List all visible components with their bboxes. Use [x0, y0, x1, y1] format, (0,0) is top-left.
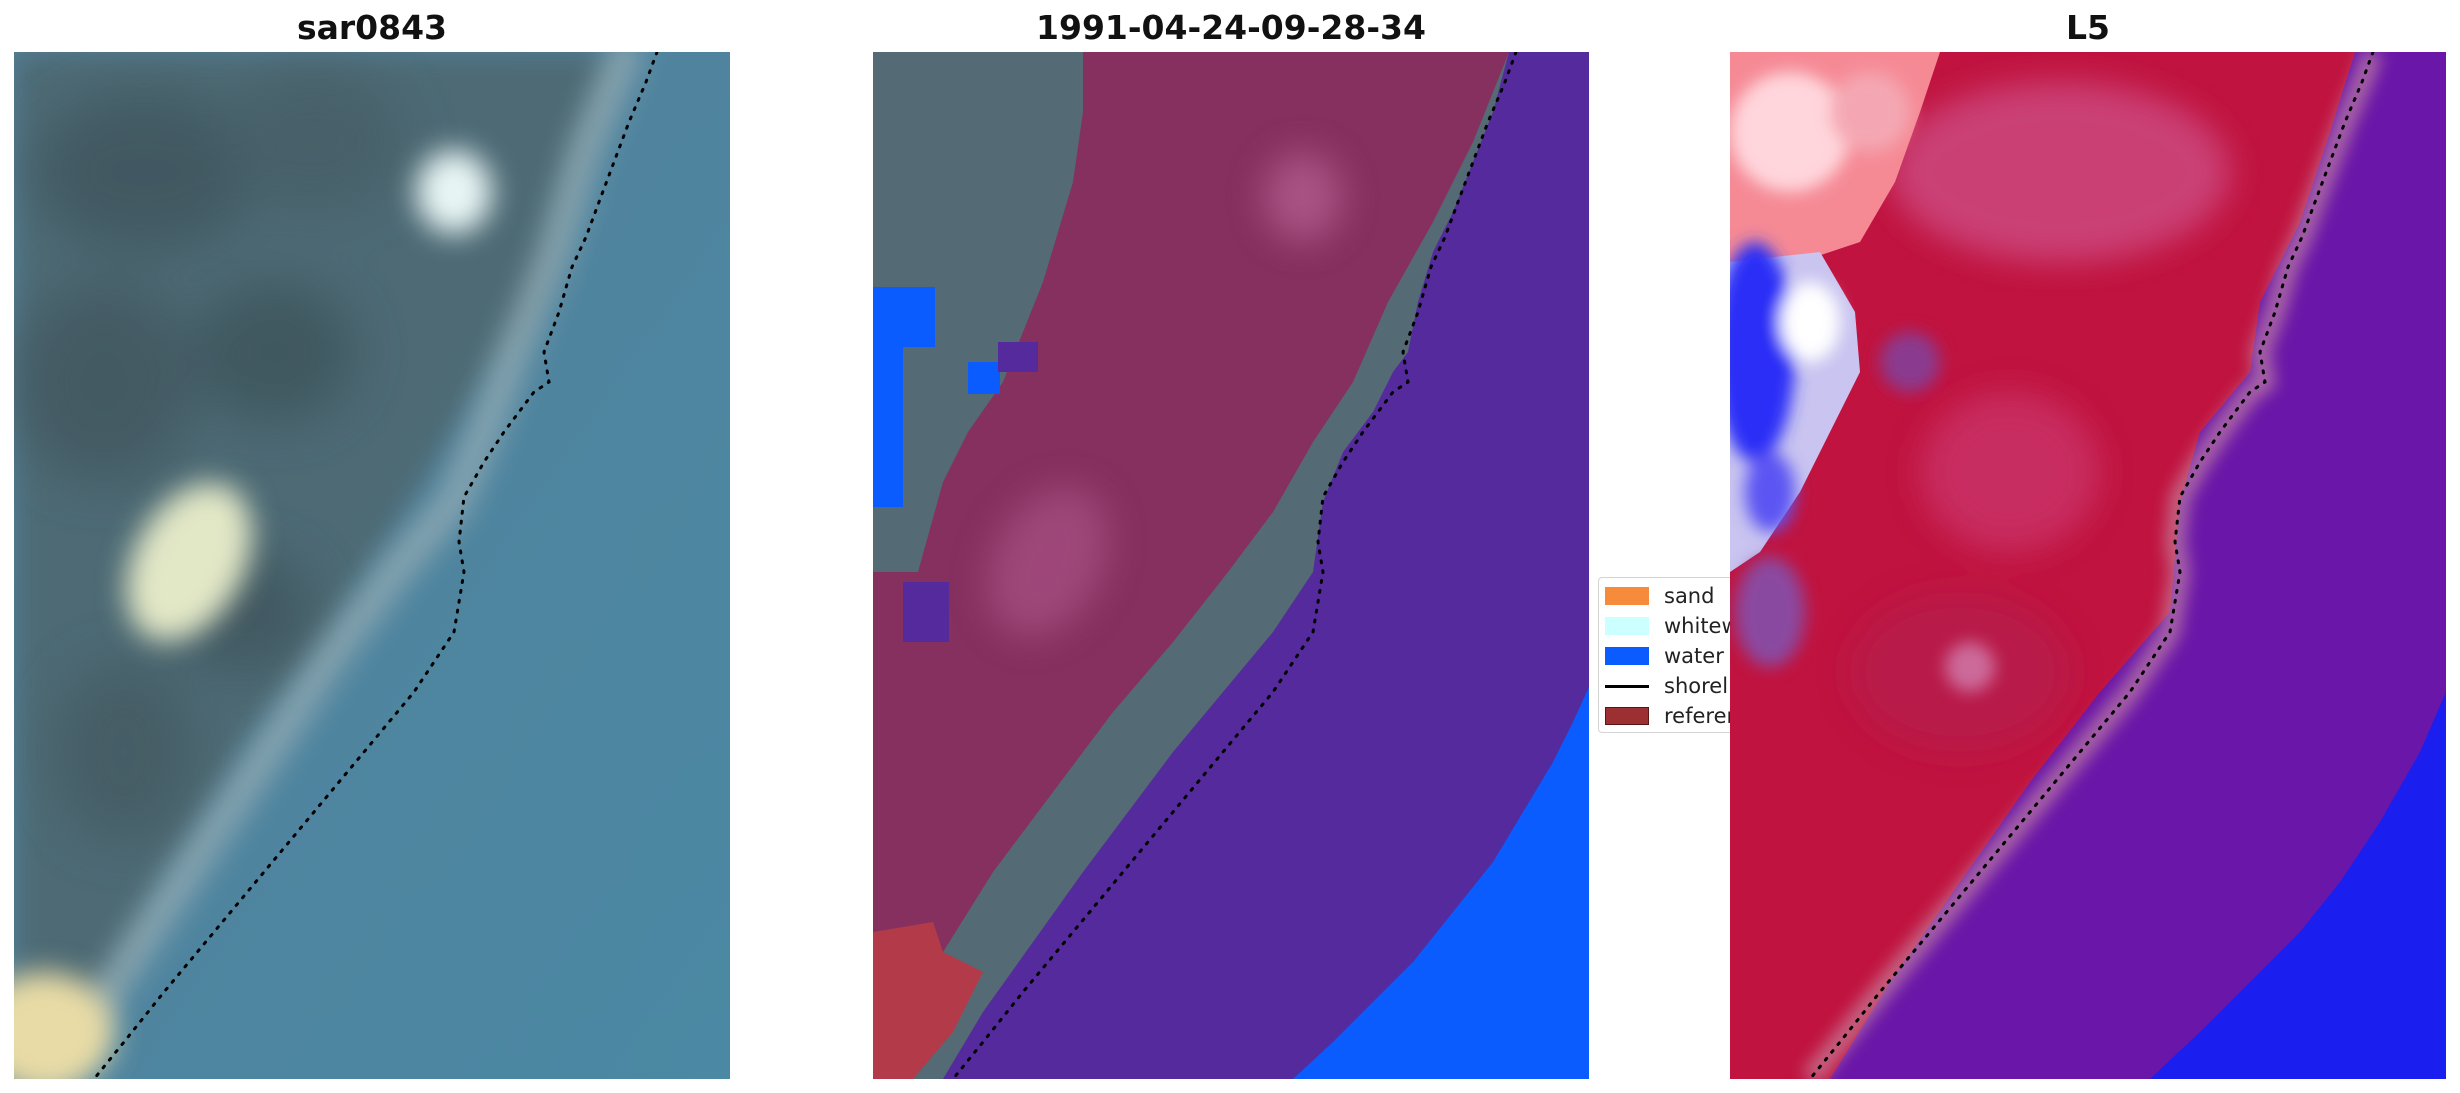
legend-label: whitew	[1664, 614, 1738, 638]
classification-image	[873, 52, 1589, 1079]
rgb-image-panel	[14, 52, 730, 1079]
shoreline-line-swatch	[1605, 684, 1649, 688]
legend-label: referen	[1664, 704, 1738, 728]
panel-title-rgb: sar0843	[296, 8, 448, 47]
legend-item-whitewater: whitew	[1605, 614, 1738, 638]
legend-label: sand	[1664, 584, 1715, 608]
rgb-image	[14, 52, 730, 1079]
sand-swatch	[1605, 587, 1649, 605]
index-image	[1730, 52, 2446, 1079]
shoreline-line	[92, 52, 659, 1079]
legend-label: shorel	[1664, 674, 1729, 698]
legend-label: water	[1664, 644, 1724, 668]
classification-panel	[873, 52, 1589, 1079]
shoreline-line	[951, 52, 1518, 1079]
panel-title-index: L5	[2066, 8, 2110, 47]
panel-title-classification: 1991-04-24-09-28-34	[1036, 8, 1426, 47]
reference-swatch	[1605, 707, 1649, 725]
legend-item-shoreline: shorel	[1605, 674, 1728, 698]
legend-item-sand: sand	[1605, 584, 1714, 608]
index-panel	[1730, 52, 2446, 1079]
water-swatch	[1605, 647, 1649, 665]
legend-item-water: water	[1605, 644, 1724, 668]
whitewater-swatch	[1605, 617, 1649, 635]
shoreline-line	[1808, 52, 2375, 1079]
legend-item-reference: referen	[1605, 704, 1738, 728]
legend: sand whitew water shorel referen	[1598, 577, 1738, 733]
